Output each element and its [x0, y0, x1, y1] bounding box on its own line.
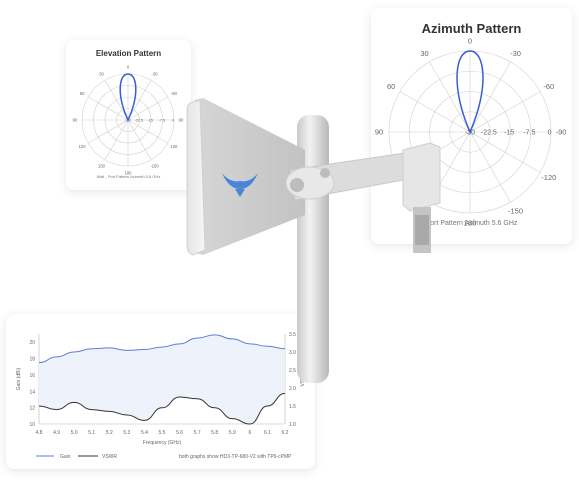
x-tick: 5.8: [211, 430, 218, 436]
y-left-tick: 12: [29, 406, 35, 412]
antenna-product-image: [186, 98, 441, 383]
angle-label: 90: [179, 117, 184, 122]
chart-footnote: both graphs show HD3-TP-680-V2 with TP6-…: [179, 454, 292, 460]
angle-label: 30: [99, 72, 104, 77]
ring-label: -22.5: [481, 129, 497, 136]
angle-label: 60: [80, 91, 85, 96]
x-axis-label: Frequency (GHz): [143, 440, 182, 446]
x-tick: 6.2: [282, 430, 289, 436]
legend-vswr-label: VSWR: [102, 454, 117, 460]
azimuth-title: Azimuth Pattern: [421, 21, 522, 36]
y-left-tick: 10: [29, 422, 35, 428]
angle-label: 90: [73, 117, 78, 122]
angle-label: 0: [468, 37, 472, 46]
legend-gain-label: Gain: [60, 454, 71, 460]
angle-label: -30: [151, 72, 158, 77]
x-tick: 4.9: [53, 430, 60, 436]
vswr-series-line: [38, 392, 286, 425]
angle-label: 30: [420, 49, 428, 58]
gain-vswr-card: 10 12 14 16 18 20 1.0 1.5 2.0 2.5 3.0 3.5 4.8 4.9 5.0 5…: [6, 314, 315, 469]
y-right-tick: 1.0: [289, 422, 296, 428]
angle-label: -90: [556, 128, 567, 137]
angle-label: -150: [508, 206, 523, 215]
angle-label: -60: [171, 91, 178, 96]
angle-label: 0: [127, 64, 130, 69]
angle-label: -60: [543, 82, 554, 91]
ring-label: 0: [172, 118, 174, 122]
x-tick: 5.2: [106, 430, 113, 436]
x-tick: 5.7: [194, 430, 201, 436]
x-tick: 4.8: [36, 430, 43, 436]
angle-label: 120: [170, 144, 178, 149]
angle-label: 180: [125, 170, 133, 175]
ring-label: -7.5: [158, 118, 165, 122]
angle-label: 180: [464, 219, 477, 228]
x-tick: 5.4: [141, 430, 148, 436]
x-tick: 5.3: [123, 430, 130, 436]
y-left-tick: 20: [29, 340, 35, 346]
ring-label: -15: [147, 118, 153, 122]
angle-label: 90: [375, 128, 383, 137]
angle-label: 120: [79, 144, 87, 149]
y-left-tick: 18: [29, 357, 35, 363]
gain-area-fill: [39, 334, 285, 424]
x-tick: 5.6: [176, 430, 183, 436]
elevation-pattern-card: Elevation Pattern 0 30 -30 60 -60 90 90 120 120 1…: [66, 40, 191, 190]
azimuth-pattern-card: Azimuth Pattern 030-3060-6090-90120-1201…: [371, 8, 572, 244]
y-left-axis-label: Gain (dBi): [16, 367, 22, 390]
radiation-lobe: [119, 73, 137, 122]
gain-series-line: [38, 334, 286, 364]
elevation-caption: Wall - Port Pattern Azimuth 5.6 GHz: [96, 174, 161, 179]
azimuth-caption: Port Pattern Azimuth 5.6 GHz: [425, 220, 518, 227]
x-tick: 6: [248, 430, 251, 436]
ring-label: -7.5: [523, 129, 535, 136]
ring-label: -15: [504, 129, 514, 136]
x-tick: 6.1: [264, 430, 271, 436]
angle-label: -30: [510, 49, 521, 58]
elevation-title: Elevation Pattern: [95, 49, 162, 58]
y-right-tick: 3.0: [289, 350, 296, 356]
gain-vswr-chart: 10 12 14 16 18 20 1.0 1.5 2.0 2.5 3.0 3.5 4.8 4.9 5.0 5…: [16, 332, 306, 460]
radiation-lobe: [456, 50, 484, 134]
brand-logo: [222, 173, 258, 189]
angle-label: 150: [98, 163, 106, 168]
x-tick: 5.5: [159, 430, 166, 436]
x-tick: 5.9: [229, 430, 236, 436]
angle-label: 60: [387, 82, 395, 91]
angle-label: -120: [541, 173, 556, 182]
y-right-tick: 2.0: [289, 386, 296, 392]
angle-label: -150: [150, 163, 159, 168]
x-tick: 5.0: [71, 430, 78, 436]
ring-label: -22.5: [134, 118, 143, 122]
y-left-tick: 14: [29, 389, 35, 395]
y-right-tick: 1.5: [289, 404, 296, 410]
ring-label: 0: [548, 129, 552, 136]
y-right-tick: 2.5: [289, 368, 296, 374]
y-left-tick: 16: [29, 373, 35, 379]
x-tick: 5.1: [88, 430, 95, 436]
y-right-tick: 3.5: [289, 332, 296, 338]
